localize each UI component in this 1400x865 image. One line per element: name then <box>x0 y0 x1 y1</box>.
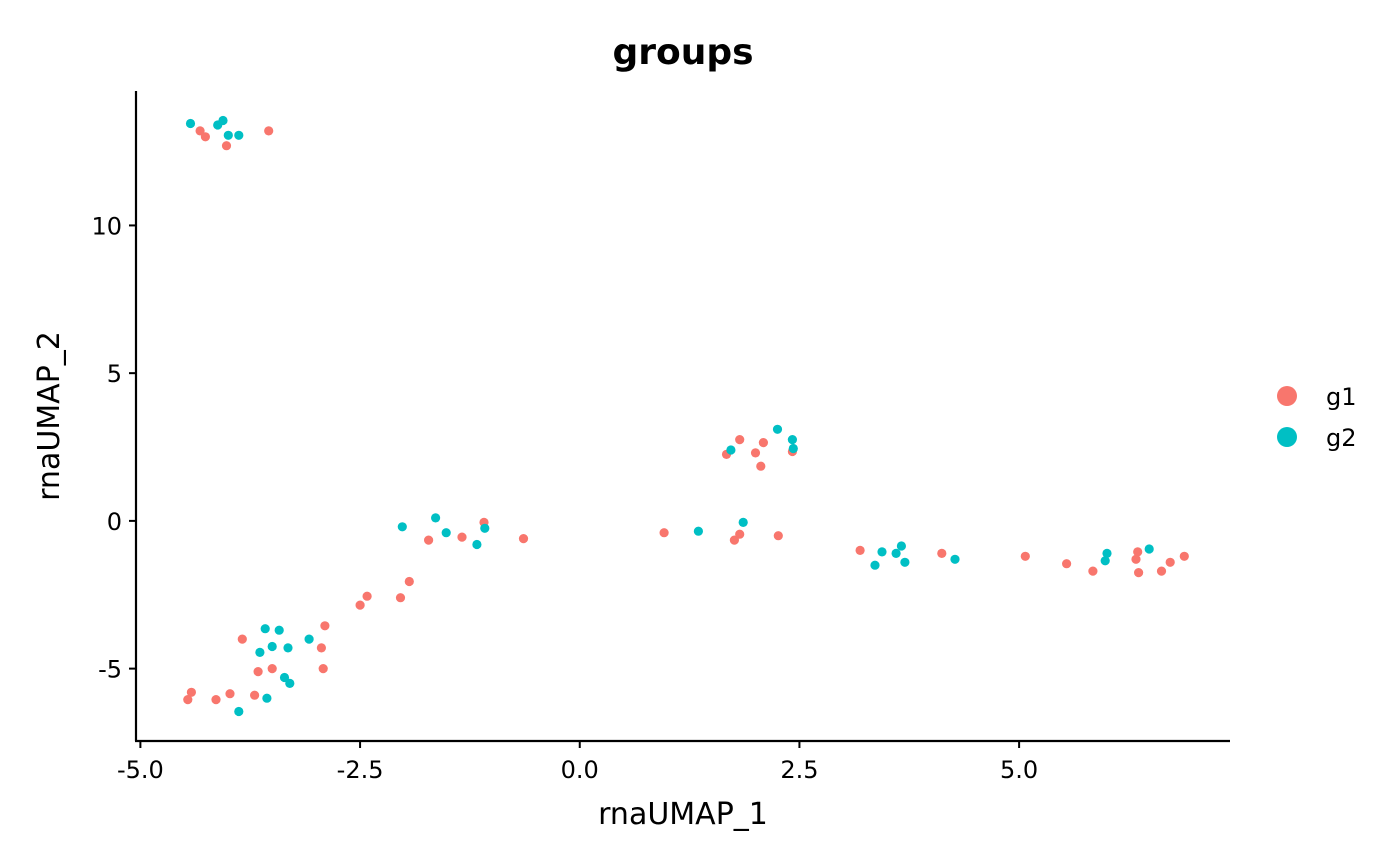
point-g1-23 <box>659 528 669 538</box>
point-g2-18 <box>472 539 482 550</box>
point-g1-3 <box>264 126 274 136</box>
point-g2-4 <box>234 130 244 140</box>
point-g2-34 <box>1144 544 1154 554</box>
point-g1-15 <box>355 600 365 610</box>
point-g1-7 <box>225 689 235 699</box>
point-g2-0 <box>185 118 196 129</box>
point-g2-19 <box>480 523 490 533</box>
point-g2-33 <box>1102 548 1112 559</box>
point-g1-29 <box>750 448 761 458</box>
point-g2-2 <box>218 115 228 126</box>
point-g2-22 <box>726 445 736 455</box>
point-g2-14 <box>304 634 314 644</box>
point-g1-16 <box>362 591 372 601</box>
y-axis-ticks: -5 0 5 10 <box>91 212 136 684</box>
point-g1-22 <box>518 534 529 544</box>
point-g1-39 <box>1133 547 1143 557</box>
point-g1-13 <box>318 664 328 674</box>
point-g1-20 <box>457 532 467 542</box>
point-g1-26 <box>773 531 783 541</box>
x-tick-label: -5.0 <box>117 756 164 784</box>
y-tick-label: 10 <box>91 212 122 240</box>
point-g2-5 <box>234 706 244 717</box>
point-g1-17 <box>395 593 406 603</box>
point-g1-40 <box>1134 568 1144 578</box>
point-g2-12 <box>283 643 293 653</box>
point-g1-42 <box>1165 557 1175 567</box>
point-g1-19 <box>424 535 434 545</box>
x-tick-label: 0.0 <box>561 756 599 784</box>
point-g2-8 <box>262 693 272 703</box>
point-g2-11 <box>279 672 290 683</box>
y-tick-label: 5 <box>107 360 122 388</box>
point-g1-38 <box>1131 554 1141 564</box>
point-g1-36 <box>1062 559 1072 569</box>
point-g1-34 <box>937 548 947 559</box>
point-g1-9 <box>253 667 263 677</box>
legend-label-g2: g2 <box>1326 424 1357 452</box>
x-tick-label: 2.5 <box>780 756 818 784</box>
x-tick-label: -2.5 <box>337 756 384 784</box>
point-g2-7 <box>260 624 270 634</box>
point-g1-14 <box>320 621 330 631</box>
point-g1-28 <box>735 435 745 445</box>
x-axis-ticks: -5.0 -2.5 0.0 2.5 5.0 <box>117 741 1038 784</box>
point-g2-23 <box>772 424 783 434</box>
legend-key-g2 <box>1277 427 1297 447</box>
points-layer <box>183 115 1189 717</box>
point-g2-3 <box>223 130 233 140</box>
point-g2-10 <box>274 625 284 635</box>
point-g1-5 <box>186 687 196 697</box>
x-tick-label: 5.0 <box>1000 756 1038 784</box>
point-g2-25 <box>788 443 798 454</box>
point-g1-31 <box>758 438 769 448</box>
point-g1-35 <box>1020 551 1030 561</box>
legend-key-g1 <box>1277 386 1297 406</box>
point-g1-0 <box>195 126 205 136</box>
point-g1-12 <box>316 643 326 653</box>
legend-label-g1: g1 <box>1326 383 1357 411</box>
x-axis-title: rnaUMAP_1 <box>598 797 768 832</box>
point-g2-29 <box>896 541 907 551</box>
point-g1-6 <box>211 695 221 705</box>
y-tick-label: -5 <box>98 656 122 684</box>
point-g2-31 <box>950 554 960 564</box>
point-g1-11 <box>237 634 247 644</box>
point-g2-17 <box>441 528 451 538</box>
y-tick-label: 0 <box>107 508 122 536</box>
point-g2-13 <box>285 678 295 689</box>
point-g2-28 <box>891 548 901 559</box>
y-axis-title: rnaUMAP_2 <box>32 331 67 501</box>
point-g1-4 <box>183 695 193 705</box>
point-g1-25 <box>735 529 745 539</box>
point-g2-21 <box>738 517 748 528</box>
point-g2-9 <box>267 641 277 652</box>
point-g1-24 <box>729 535 740 545</box>
point-g2-6 <box>255 647 265 658</box>
legend: g1 g2 <box>1277 383 1357 452</box>
point-g2-27 <box>877 547 887 557</box>
point-g2-24 <box>787 435 798 445</box>
point-g1-41 <box>1156 566 1167 576</box>
point-g2-20 <box>693 526 704 536</box>
point-g2-26 <box>870 560 880 570</box>
point-g1-37 <box>1088 566 1098 576</box>
point-g1-2 <box>221 141 232 151</box>
chart-title: groups <box>612 32 753 73</box>
point-g2-30 <box>900 557 910 567</box>
point-g1-10 <box>267 664 277 674</box>
point-g2-32 <box>1100 556 1110 566</box>
point-g2-15 <box>397 522 407 532</box>
point-g1-43 <box>1179 551 1189 561</box>
point-g1-30 <box>756 461 766 471</box>
point-g1-1 <box>200 132 210 142</box>
point-g2-16 <box>431 513 441 523</box>
point-g1-8 <box>250 690 260 700</box>
point-g1-18 <box>404 576 414 587</box>
point-g1-33 <box>855 545 865 556</box>
